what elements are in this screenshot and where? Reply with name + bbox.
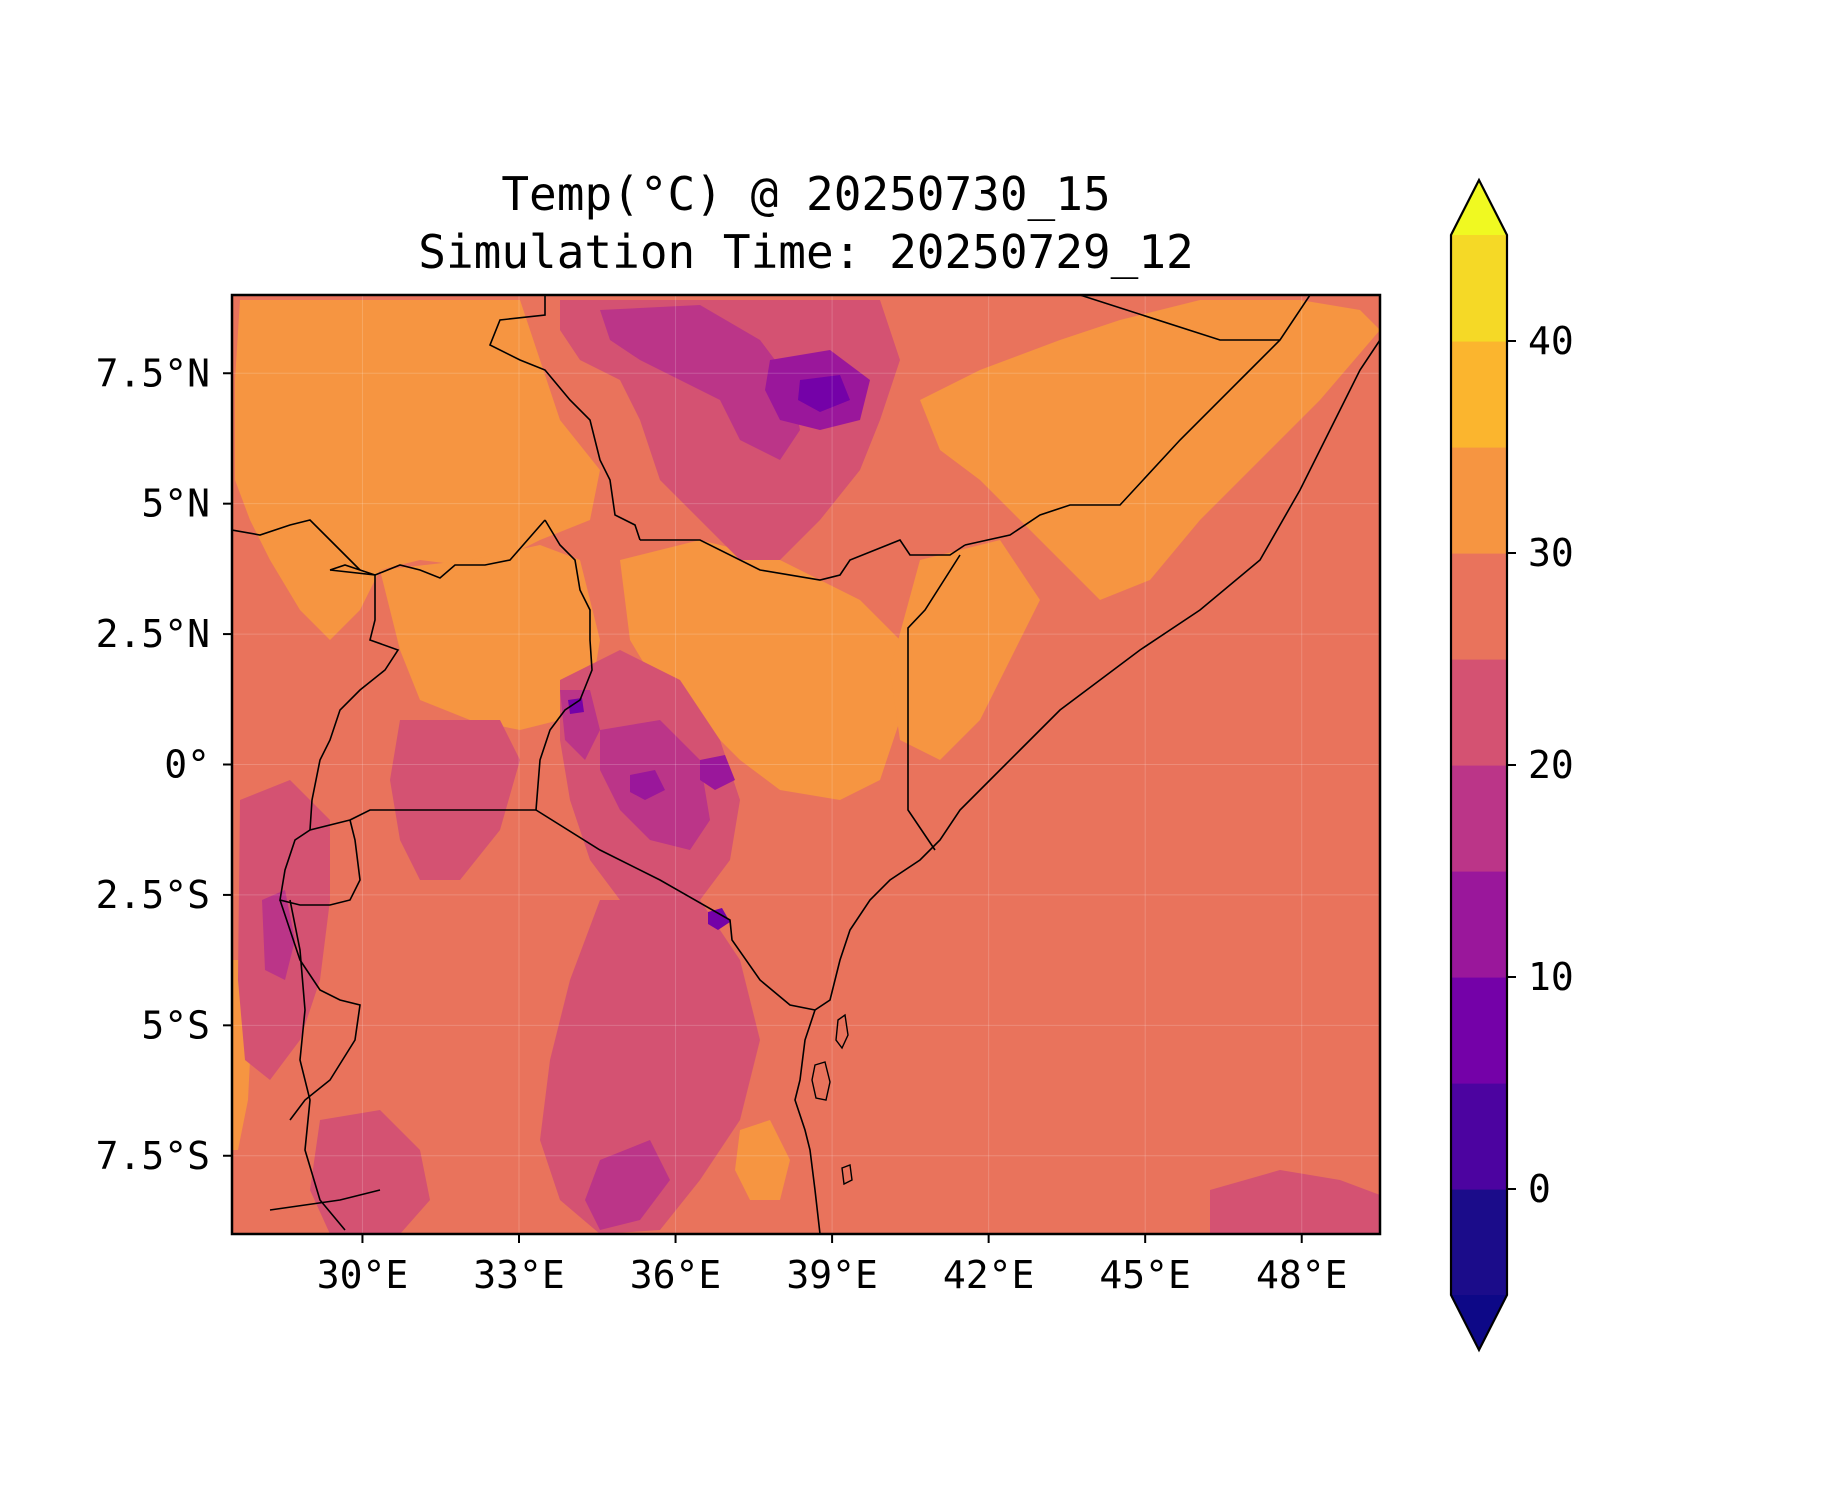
colorbar: 0 10 20 30 40 (1449, 177, 1574, 1353)
y-axis-ticks: 7.5°N 5°N 2.5°N 0° 2.5°S 5°S 7.5°S (96, 351, 232, 1178)
warm-area-uganda-north (380, 545, 600, 730)
warm-area-tanzania-south (735, 1120, 790, 1200)
border-kenya-somalia (907, 554, 961, 851)
colorbar-tick-label: 0 (1528, 1167, 1551, 1211)
x-axis-ticks: 30°E 33°E 36°E 39°E 42°E 45°E 48°E (317, 1234, 1348, 1297)
x-tick-label: 42°E (943, 1253, 1035, 1297)
islands (811, 1013, 853, 1186)
colorbar-extend-max (1451, 180, 1507, 235)
temperature-field (232, 295, 1380, 1234)
border-rwanda-burundi (279, 819, 361, 906)
border-ethiopia-kenya (640, 539, 966, 581)
x-tick-label: 45°E (1099, 1253, 1191, 1297)
cold-spot-aberdare (630, 770, 665, 800)
colorbar-segment-3 (1451, 871, 1507, 978)
mild-area-lake-region (390, 720, 520, 880)
x-tick-label: 39°E (786, 1253, 878, 1297)
coastline-east-africa (794, 339, 1380, 1234)
y-tick-label: 0° (164, 743, 210, 787)
gridlines (232, 295, 1380, 1234)
colorbar-tick-label: 40 (1528, 319, 1574, 363)
coastline-and-borders (232, 295, 1380, 1234)
x-tick-label: 48°E (1256, 1253, 1348, 1297)
border-tanzania-zambia (269, 1189, 381, 1211)
x-tick-label: 30°E (317, 1253, 409, 1297)
x-tick-label: 36°E (630, 1253, 722, 1297)
warm-areas (232, 300, 1380, 1200)
y-tick-label: 5°N (141, 482, 210, 526)
border-uganda-kenya (535, 519, 593, 811)
cool-area-rift-west (262, 890, 295, 980)
colorbar-segment-8 (1451, 341, 1507, 448)
cold-spot-elgon (568, 698, 584, 714)
colorbar-extend-min (1451, 1295, 1507, 1350)
colorbar-tick-label: 30 (1528, 531, 1574, 575)
colorbar-outline (1449, 177, 1509, 1353)
border-uganda-south-sudan (329, 519, 546, 579)
border-tanzania-drc (279, 899, 361, 1121)
cold-spots (568, 350, 870, 930)
colorbar-segment-0 (1451, 1189, 1507, 1296)
x-tick-label: 33°E (473, 1253, 565, 1297)
border-lake-tanganyika (289, 899, 346, 1231)
colorbar-segment-7 (1451, 447, 1507, 554)
border-ethiopia-somalia (964, 295, 1311, 546)
mild-area-tanzania-central (540, 900, 760, 1234)
colorbar-segment-4 (1451, 765, 1507, 872)
cold-spot-ethiopia-peak (798, 375, 850, 412)
cool-area-ethiopia-core (600, 305, 800, 460)
colorbar-tick-label: 20 (1528, 743, 1574, 787)
y-tick-label: 2.5°N (96, 612, 210, 656)
border-lake-victoria-south (349, 809, 536, 821)
colorbar-segment-6 (1451, 553, 1507, 660)
border-west-ethiopia (232, 519, 361, 571)
border-kenya-tanzania (535, 809, 816, 1011)
warm-area-ethiopia-east (920, 300, 1380, 600)
border-drc-uganda (309, 569, 400, 831)
island-zanzibar (811, 1061, 831, 1101)
island-pemba (835, 1013, 849, 1050)
chart-title: Temp(°C) @ 20250730_15 (501, 167, 1110, 221)
island-mafia (841, 1164, 853, 1186)
border-south-sudan-ethiopia (488, 295, 641, 541)
warm-area-somalia-interior (890, 540, 1040, 760)
colorbar-segment-5 (1451, 659, 1507, 766)
y-tick-label: 7.5°S (96, 1134, 210, 1178)
colorbar-segment-1 (1451, 1083, 1507, 1190)
colorbar-segment-9 (1451, 235, 1507, 342)
cold-spot-kenya (700, 755, 735, 790)
y-tick-label: 5°S (141, 1003, 210, 1047)
colorbar-segment-2 (1451, 977, 1507, 1084)
y-tick-label: 2.5°S (96, 873, 210, 917)
cool-area-tanzania-south (585, 1140, 670, 1230)
y-tick-label: 7.5°N (96, 351, 210, 395)
mild-area-southwest (310, 1110, 430, 1234)
mild-area-southeast-sea (1210, 1170, 1380, 1234)
colorbar-tick-label: 10 (1528, 955, 1574, 999)
warm-area-kenya-north (620, 540, 900, 800)
cold-spot-kilimanjaro (708, 908, 730, 930)
chart-subtitle: Simulation Time: 20250729_12 (418, 225, 1193, 279)
border-somaliland (1079, 295, 1280, 341)
